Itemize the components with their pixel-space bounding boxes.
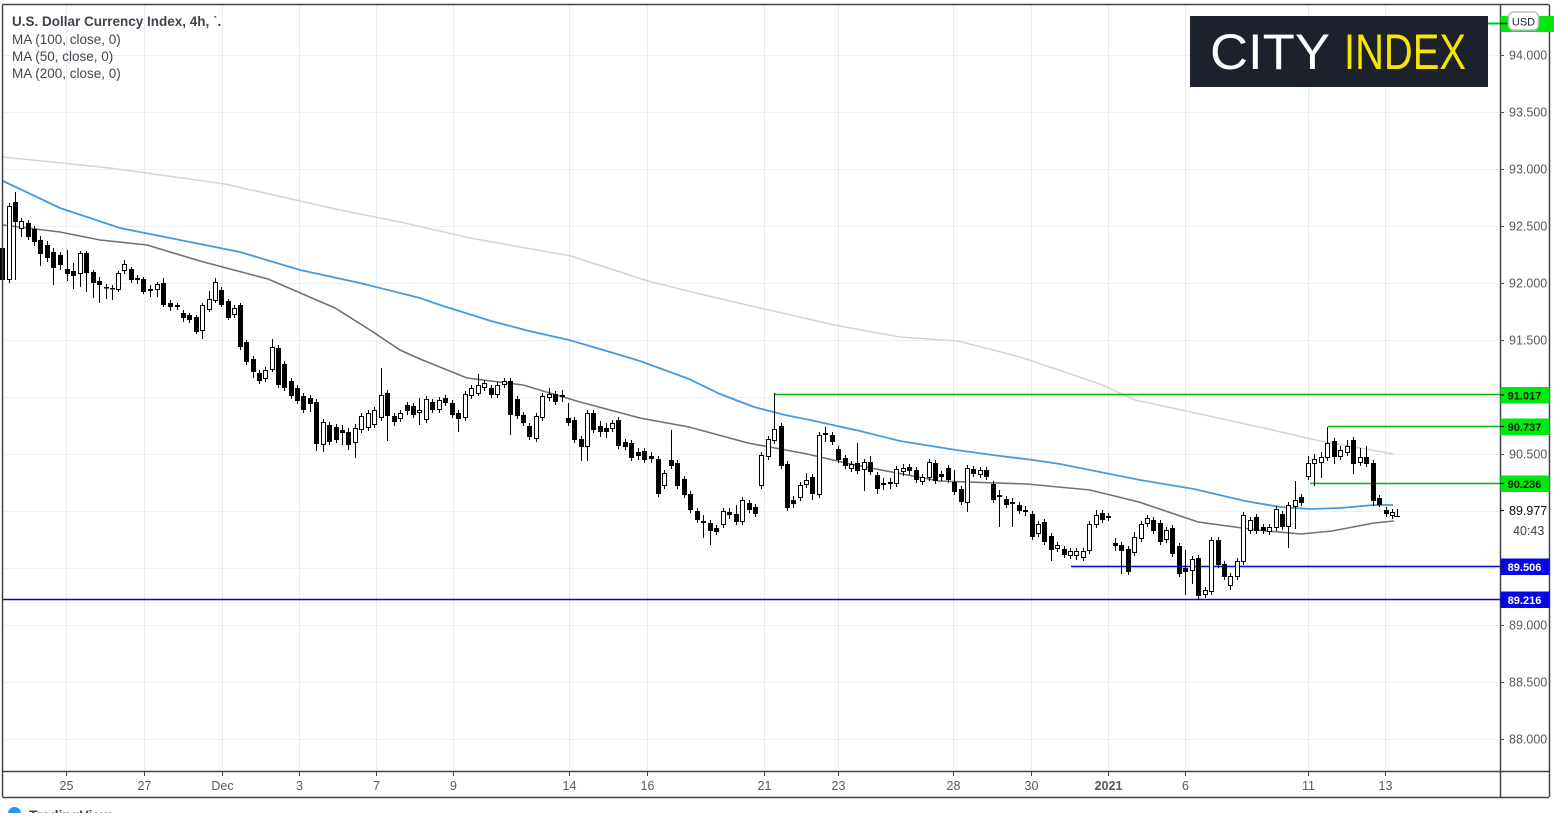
svg-text:9: 9 (450, 779, 457, 793)
svg-text:25: 25 (60, 779, 74, 793)
svg-text:94.000: 94.000 (1509, 49, 1547, 63)
svg-text:21: 21 (758, 779, 772, 793)
svg-text:2021: 2021 (1095, 779, 1123, 793)
svg-text:88.500: 88.500 (1509, 676, 1547, 690)
svg-text:91.500: 91.500 (1509, 334, 1547, 348)
svg-text:92.500: 92.500 (1509, 220, 1547, 234)
svg-text:6: 6 (1182, 779, 1189, 793)
svg-text:89.000: 89.000 (1509, 619, 1547, 633)
svg-text:88.000: 88.000 (1509, 733, 1547, 747)
svg-text:3: 3 (296, 779, 303, 793)
svg-text:89.216: 89.216 (1508, 595, 1542, 607)
svg-text:40:43: 40:43 (1513, 524, 1544, 538)
svg-text:MA (100, close, 0): MA (100, close, 0) (12, 32, 121, 47)
svg-text:Dec: Dec (211, 779, 233, 793)
svg-text:TradingView: TradingView (29, 807, 111, 813)
svg-text:7: 7 (373, 779, 380, 793)
svg-text:93.000: 93.000 (1509, 163, 1547, 177)
svg-text:13: 13 (1379, 779, 1393, 793)
svg-text:INDEX: INDEX (1344, 24, 1466, 80)
svg-text:89.977: 89.977 (1509, 504, 1547, 518)
svg-text:90.236: 90.236 (1508, 479, 1542, 491)
svg-text:93.500: 93.500 (1509, 106, 1547, 120)
svg-text:14: 14 (563, 779, 577, 793)
svg-text:23: 23 (832, 779, 846, 793)
svg-text:90.737: 90.737 (1508, 422, 1542, 434)
svg-text:MA (200, close, 0): MA (200, close, 0) (12, 66, 121, 81)
svg-text:28: 28 (947, 779, 961, 793)
svg-text:CITY: CITY (1210, 24, 1330, 80)
svg-text:92.000: 92.000 (1509, 277, 1547, 291)
svg-text:U.S. Dollar Currency Index, 4h: U.S. Dollar Currency Index, 4h, ˙. (12, 14, 221, 29)
svg-text:30: 30 (1025, 779, 1039, 793)
svg-text:USD: USD (1512, 17, 1535, 29)
svg-text:91.017: 91.017 (1508, 391, 1542, 403)
svg-text:11: 11 (1302, 779, 1315, 793)
svg-text:27: 27 (138, 779, 152, 793)
svg-text:89.506: 89.506 (1508, 562, 1542, 574)
svg-text:16: 16 (641, 779, 655, 793)
svg-text:90.500: 90.500 (1509, 448, 1547, 462)
svg-text:MA (50, close, 0): MA (50, close, 0) (12, 49, 113, 64)
